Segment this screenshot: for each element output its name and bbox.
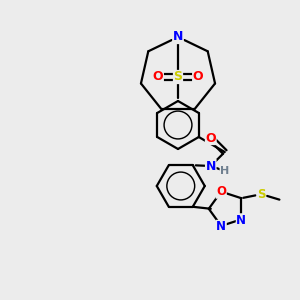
Text: O: O bbox=[193, 70, 203, 83]
Text: S: S bbox=[257, 188, 266, 201]
Text: O: O bbox=[153, 70, 163, 83]
Text: N: N bbox=[236, 214, 246, 227]
Text: O: O bbox=[216, 185, 226, 198]
Text: N: N bbox=[216, 220, 226, 233]
Text: N: N bbox=[173, 31, 183, 44]
Text: S: S bbox=[173, 70, 182, 83]
Text: H: H bbox=[220, 166, 230, 176]
Text: O: O bbox=[206, 131, 216, 145]
Text: N: N bbox=[206, 160, 216, 172]
